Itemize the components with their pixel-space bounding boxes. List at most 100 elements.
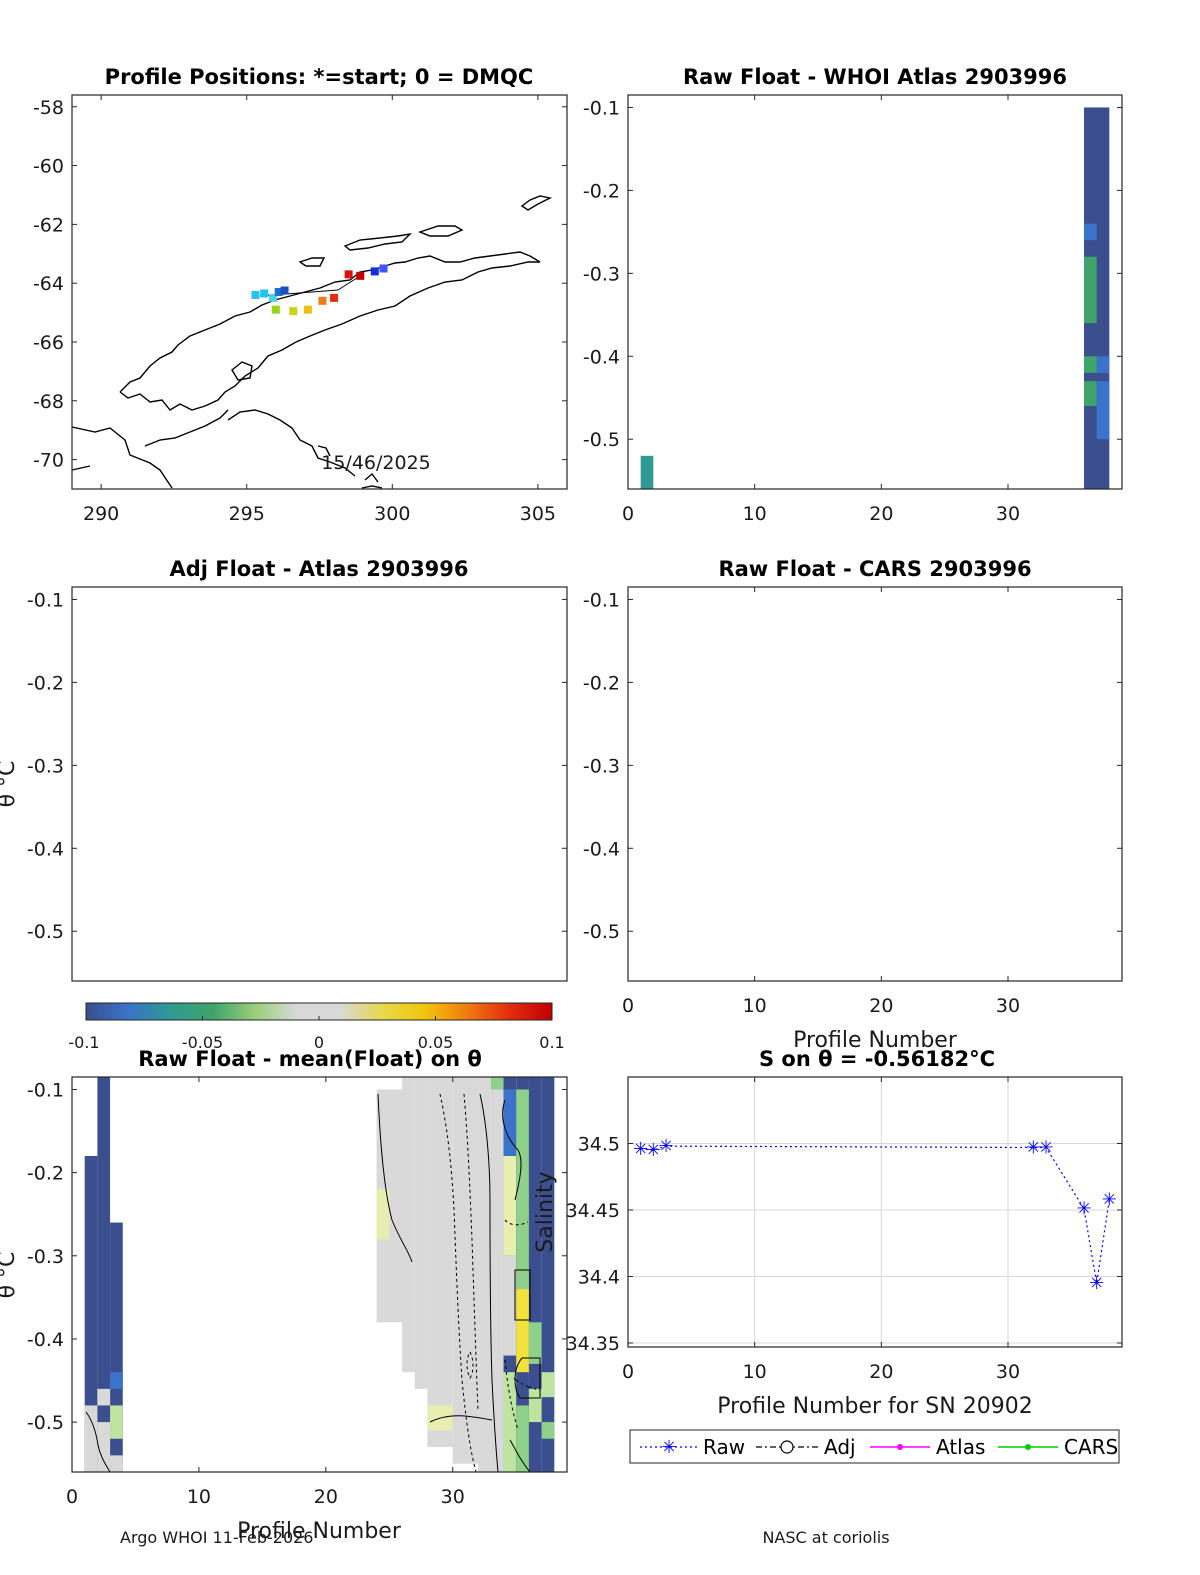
profile-position-marker: [330, 293, 339, 302]
colorbar-tick-label: 0: [314, 1033, 324, 1052]
map-axes-frame: [71, 94, 568, 490]
profile-position-marker: [379, 264, 388, 273]
raw-cars-xtick-label: 0: [622, 995, 634, 1017]
anomaly-ylabel: θ °C: [0, 1252, 20, 1299]
anomaly-cell: [427, 1077, 453, 1448]
map-ytick-label: -70: [33, 450, 64, 472]
profile-position-marker: [251, 290, 260, 299]
colorbar-tick-label: -0.1: [68, 1033, 99, 1052]
raw-cars-ytick-label: -0.4: [583, 838, 620, 860]
salinity-ytick-label: 34.4: [578, 1267, 620, 1289]
raw-atlas-axes-frame: [627, 94, 1123, 490]
raw-atlas-xtick-label: 20: [869, 503, 893, 525]
salinity-raw-point: ✳: [633, 1139, 648, 1160]
salinity-xtick-label: 20: [869, 1361, 893, 1383]
anomaly-cell: [110, 1372, 123, 1389]
salinity-xtick-label: 30: [996, 1361, 1020, 1383]
legend-raw-marker: ✳: [661, 1437, 676, 1458]
anomaly-cell: [528, 1388, 542, 1423]
anomaly-cell: [84, 1405, 98, 1423]
anomaly-ytick-label: -0.5: [27, 1412, 64, 1434]
anomaly-cell: [84, 1156, 98, 1472]
adj-atlas-ylabel: θ °C: [0, 761, 20, 808]
profile-position-marker: [344, 270, 353, 279]
anomaly-cell: [541, 1372, 555, 1398]
anomaly-cell: [541, 1422, 555, 1439]
legend-atlas-label: Atlas: [936, 1435, 985, 1459]
anomaly-cell: [110, 1455, 123, 1472]
raw-cars-xtick-label: 30: [996, 995, 1020, 1017]
footer-right: NASC at coriolis: [762, 1528, 889, 1547]
coastline: [71, 195, 553, 489]
salinity-raw-point: ✳: [1102, 1189, 1117, 1210]
salinity-xlabel: Profile Number for SN 20902: [717, 1394, 1032, 1419]
raw-atlas-cell: [1096, 381, 1110, 440]
profile-position-marker: [303, 305, 312, 314]
raw-atlas-xtick-label: 30: [996, 503, 1020, 525]
adj-atlas-ytick-label: -0.2: [27, 672, 64, 694]
profile-position-marker: [260, 289, 269, 298]
profile-position-marker: [271, 305, 280, 314]
legend-adj-marker: [780, 1440, 794, 1454]
anomaly-cell: [503, 1156, 517, 1256]
salinity-xtick-label: 10: [743, 1361, 767, 1383]
raw-atlas-ytick-label: -0.4: [583, 346, 620, 368]
salinity-raw-point: ✳: [658, 1136, 673, 1157]
raw-cars-ytick-label: -0.5: [583, 921, 620, 943]
raw-atlas-cell: [1096, 356, 1110, 373]
raw-atlas-ytick-label: -0.1: [583, 97, 620, 119]
profile-position-marker: [356, 271, 365, 280]
map-xtick-label: 300: [374, 503, 410, 525]
legend-cars-label: CARS: [1064, 1435, 1118, 1459]
anomaly-cell: [516, 1089, 529, 1290]
anomaly-xtick-label: 20: [314, 1486, 338, 1508]
raw-cars-xlabel: Profile Number: [793, 1028, 958, 1053]
raw-cars-xtick-label: 10: [743, 995, 767, 1017]
profile-position-marker: [268, 293, 277, 302]
adj-atlas-ytick-label: -0.1: [27, 589, 64, 611]
anomaly-xtick-label: 0: [66, 1486, 78, 1508]
raw-atlas-panel: 0 10 20 30 -0.1 -0.2 -0.3 -0.4 -0.5: [583, 94, 1123, 525]
footer-left: Argo WHOI 11-Feb-2026: [120, 1528, 313, 1547]
salinity-ylabel: Salinity: [533, 1171, 558, 1252]
anomaly-xtick-label: 30: [441, 1486, 465, 1508]
colorbar: -0.1 -0.05 0 0.05 0.1: [68, 1002, 565, 1052]
raw-cars-ytick-label: -0.2: [583, 672, 620, 694]
anomaly-cell: [376, 1189, 390, 1240]
anomaly-cell: [516, 1289, 529, 1373]
salinity-title: S on θ = -0.56182°C: [759, 1047, 995, 1071]
profile-position-marker: [370, 267, 379, 276]
anomaly-cell: [84, 1422, 98, 1472]
anomaly-cell: [452, 1077, 479, 1464]
anomaly-cell: [97, 1388, 111, 1406]
raw-cars-ytick-label: -0.1: [583, 589, 620, 611]
anomaly-contours: [85, 1093, 541, 1473]
raw-cars-panel: 0 10 20 30 -0.1 -0.2 -0.3 -0.4 -0.5 Profile Num…: [583, 586, 1123, 1053]
salinity-ytick-label: 34.5: [578, 1134, 620, 1156]
salinity-raw-point: ✳: [646, 1140, 661, 1161]
map-ytick-label: -62: [33, 214, 64, 236]
profile-position-marker: [280, 286, 289, 295]
salinity-xtick-label: 0: [622, 1361, 634, 1383]
salinity-legend: ✳ Raw Adj Atlas CARS: [629, 1429, 1120, 1464]
salinity-raw-line: [640, 1145, 1110, 1284]
anomaly-ytick-label: -0.3: [27, 1246, 64, 1268]
raw-atlas-cell: [1084, 256, 1097, 324]
raw-atlas-cell: [640, 455, 654, 489]
profile-position-marker: [318, 296, 327, 305]
anomaly-ytick-label: -0.4: [27, 1329, 64, 1351]
salinity-raw-point: ✳: [1089, 1273, 1104, 1294]
raw-cars-ytick-label: -0.3: [583, 755, 620, 777]
anomaly-ytick-label: -0.1: [27, 1079, 64, 1101]
raw-cars-axes-frame: [627, 586, 1123, 982]
anomaly-cell: [503, 1372, 517, 1472]
raw-atlas-cell: [1084, 223, 1097, 241]
salinity-ytick-label: 34.45: [566, 1200, 620, 1222]
map-xtick-label: 290: [83, 503, 119, 525]
map-ytick-label: -66: [33, 332, 64, 354]
salinity-ytick-label: 34.35: [566, 1333, 620, 1355]
map-ytick-label: -60: [33, 156, 64, 178]
adj-atlas-ytick-label: -0.5: [27, 921, 64, 943]
raw-cars-title: Raw Float - CARS 2903996: [718, 557, 1031, 581]
